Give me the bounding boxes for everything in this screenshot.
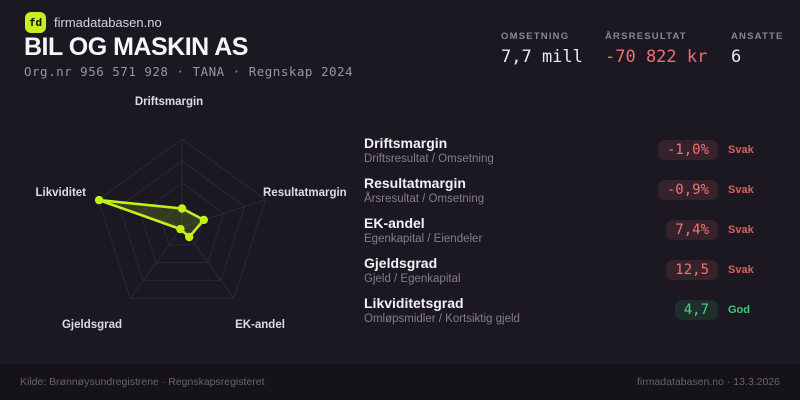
metric-status-badge: Svak (728, 224, 754, 236)
metrics-list: Driftsmargin Driftsresultat / Omsetning -1… (364, 130, 780, 330)
footer-site-date[interactable]: firmadatabasen.no · 13.3.2026 (636, 376, 780, 388)
metric-status-badge: God (728, 304, 750, 316)
metric-row-likviditetsgrad: Likviditetsgrad Omløpsmidler / Kortsiktig… (364, 290, 780, 330)
radar-axis-label-driftsmargin: Driftsmargin (134, 96, 204, 108)
metric-value-pill: 4,7 (674, 300, 718, 320)
metric-title: EK-andel (364, 214, 425, 231)
metric-formula: Omløpsmidler / Kortsiktig gjeld (364, 312, 520, 325)
stat-label: ÅRSRESULTAT (605, 31, 687, 42)
metric-status-badge: Svak (728, 144, 754, 156)
brand[interactable]: fd firmadatabasen.no (25, 12, 162, 33)
metric-status-badge: Svak (728, 264, 754, 276)
metric-row-ek-andel: EK-andel Egenkapital / Eiendeler 7,4% Svak (364, 210, 780, 250)
metric-row-driftsmargin: Driftsmargin Driftsresultat / Omsetning -1… (364, 130, 780, 170)
stat-label: OMSETNING (501, 31, 570, 42)
metric-title: Driftsmargin (364, 134, 448, 151)
metric-value-pill: -1,0% (657, 140, 718, 160)
stat-value: 6 (731, 47, 742, 67)
metric-value-pill: 12,5 (666, 260, 718, 280)
stat-omsetning: OMSETNING 7,7 mill (501, 31, 583, 67)
radar-axis-label-ek-andel: EK-andel (235, 319, 285, 331)
radar-data-point (185, 232, 194, 242)
company-meta: Org.nr 956 571 928 · TANA · Regnskap 202… (24, 64, 354, 79)
stat-ansatte: ANSATTE 6 (731, 31, 784, 67)
radar-data-point (199, 215, 208, 225)
metric-row-resultatmargin: Resultatmargin Årsresultat / Omsetning -0,… (364, 170, 780, 210)
radar-axis-label-resultatmargin: Resultatmargin (263, 187, 347, 199)
stat-value: 7,7 mill (501, 47, 583, 67)
metric-row-gjeldsgrad: Gjeldsgrad Gjeld / Egenkapital 12,5 Svak (364, 250, 780, 290)
metric-value-pill: 7,4% (666, 220, 718, 240)
stat-label: ANSATTE (731, 31, 784, 42)
stat-årsresultat: ÅRSRESULTAT -70 822 kr (605, 31, 707, 67)
radar-data-point (94, 195, 104, 205)
radar-axis-spoke (181, 199, 266, 228)
page-title: BIL OG MASKIN AS (24, 33, 248, 61)
radar-chart-svg (94, 138, 267, 299)
footer: Kilde: Brønnøysundregistrene · Regnskaps… (0, 364, 800, 400)
stat-value: -70 822 kr (605, 47, 708, 67)
metric-formula: Driftsresultat / Omsetning (364, 152, 494, 165)
metric-status-badge: Svak (728, 184, 754, 196)
footer-source: Kilde: Brønnøysundregistrene · Regnskaps… (20, 376, 265, 388)
metric-value-pill: -0,9% (657, 180, 718, 200)
metric-title: Gjeldsgrad (364, 254, 438, 271)
metric-title: Likviditetsgrad (364, 294, 464, 311)
radar-axis-label-gjeldsgrad: Gjeldsgrad (61, 319, 123, 331)
radar-grid-ring (139, 182, 225, 264)
firmadatabasen-logo-icon: fd (25, 12, 46, 33)
radar-grid-ring (118, 160, 246, 281)
metric-formula: Egenkapital / Eiendeler (364, 232, 483, 245)
radar-axis-label-likviditet: Likviditet (35, 187, 86, 199)
metric-title: Resultatmargin (364, 174, 466, 191)
radar-grid-ring (97, 138, 267, 299)
radar-chart: Driftsmargin Resultatmargin EK-andel Gjelds… (0, 85, 360, 350)
radar-axis-spoke (129, 226, 183, 299)
radar-data-point (176, 224, 185, 234)
metric-formula: Gjeld / Egenkapital (364, 272, 461, 285)
radar-data-point (177, 204, 187, 213)
brand-name: firmadatabasen.no (54, 15, 162, 30)
radar-data-polygon (97, 198, 206, 239)
metric-formula: Årsresultat / Omsetning (364, 192, 485, 205)
